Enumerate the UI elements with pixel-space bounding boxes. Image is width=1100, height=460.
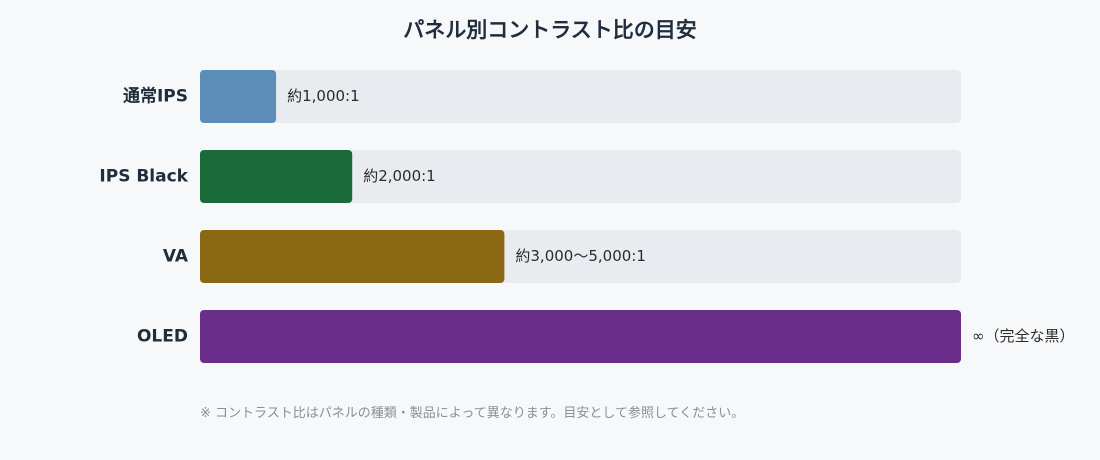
chart-footnote: ※ コントラスト比はパネルの種類・製品によって異なります。目安として参照してくだ… bbox=[200, 402, 744, 421]
category-label: IPS Black bbox=[99, 167, 188, 187]
bar bbox=[200, 310, 961, 363]
data-label: ∞（完全な黒） bbox=[972, 327, 1075, 345]
category-label: 通常IPS bbox=[123, 86, 188, 107]
bar bbox=[200, 70, 276, 123]
data-label: 約2,000:1 bbox=[363, 167, 436, 185]
category-label: OLED bbox=[137, 327, 188, 347]
data-label: 約1,000:1 bbox=[287, 87, 360, 105]
bar bbox=[200, 230, 504, 283]
data-label: 約3,000〜5,000:1 bbox=[515, 247, 645, 265]
bar bbox=[200, 150, 352, 203]
category-label: VA bbox=[163, 247, 189, 267]
